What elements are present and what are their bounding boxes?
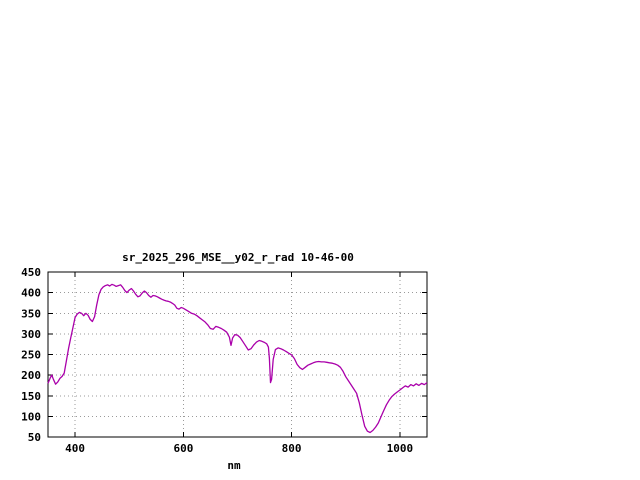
y-tick-label: 450: [21, 266, 41, 279]
y-tick-label: 150: [21, 390, 41, 403]
y-tick-label: 100: [21, 410, 41, 423]
y-tick-label: 50: [28, 431, 41, 444]
y-tick-label: 300: [21, 328, 41, 341]
chart-title: sr_2025_296_MSE__y02_r_rad 10-46-00: [122, 251, 354, 264]
x-tick-label: 600: [173, 442, 193, 455]
x-tick-label: 1000: [387, 442, 414, 455]
plot-frame: [47, 271, 428, 438]
y-tick-label: 200: [21, 369, 41, 382]
spectrum-line: [47, 283, 428, 434]
x-tick-label: 800: [282, 442, 302, 455]
x-axis-label: nm: [227, 459, 241, 472]
y-tick-label: 250: [21, 349, 41, 362]
y-tick-label: 400: [21, 287, 41, 300]
y-tick-label: 350: [21, 307, 41, 320]
x-tick-label: 400: [65, 442, 85, 455]
